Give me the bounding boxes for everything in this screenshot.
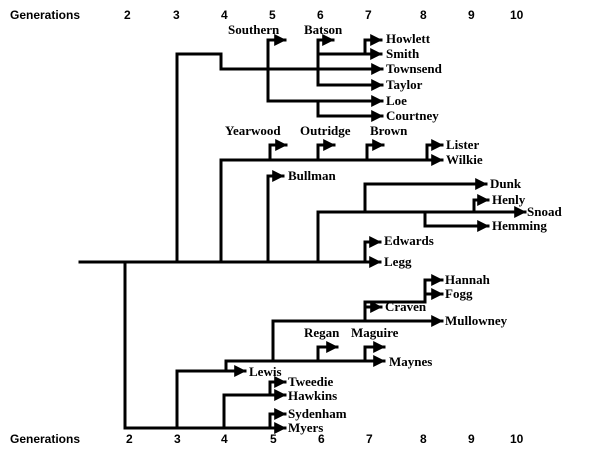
- label-taylor: Taylor: [386, 77, 423, 92]
- axis-title-top: Generations: [10, 8, 80, 22]
- tick-9-top: 9: [468, 8, 475, 22]
- axis-title-bottom: Generations: [10, 432, 80, 446]
- label-henly: Henly: [492, 192, 526, 207]
- name-labels: Southern Batson Howlett Smith Townsend T…: [225, 22, 562, 435]
- label-yearwood: Yearwood: [225, 123, 281, 138]
- tick-3-bottom: 3: [174, 432, 181, 446]
- label-hemming: Hemming: [492, 218, 547, 233]
- label-brown: Brown: [370, 123, 408, 138]
- label-batson: Batson: [304, 22, 343, 37]
- tick-6-top: 6: [317, 8, 324, 22]
- label-dunk: Dunk: [490, 176, 522, 191]
- tick-6-bottom: 6: [318, 432, 325, 446]
- label-fogg: Fogg: [445, 286, 473, 301]
- label-howlett: Howlett: [386, 31, 431, 46]
- label-wilkie: Wilkie: [446, 152, 483, 167]
- tick-4-bottom: 4: [221, 432, 228, 446]
- tree-lines: [78, 34, 527, 434]
- tick-8-top: 8: [420, 8, 427, 22]
- label-loe: Loe: [386, 93, 407, 108]
- label-courtney: Courtney: [386, 108, 439, 123]
- label-maynes: Maynes: [389, 354, 432, 369]
- label-southern: Southern: [228, 22, 280, 37]
- tick-7-bottom: 7: [366, 432, 373, 446]
- label-tweedie: Tweedie: [288, 374, 333, 389]
- label-myers: Myers: [288, 420, 323, 435]
- label-townsend: Townsend: [386, 61, 443, 76]
- tick-10-top: 10: [510, 8, 524, 22]
- tick-10-bottom: 10: [510, 432, 524, 446]
- label-mullowney: Mullowney: [445, 313, 508, 328]
- label-maguire: Maguire: [351, 325, 399, 340]
- label-lewis: Lewis: [249, 364, 282, 379]
- tick-9-bottom: 9: [468, 432, 475, 446]
- tick-2-bottom: 2: [126, 432, 133, 446]
- label-sydenham: Sydenham: [288, 406, 347, 421]
- tick-5-top: 5: [269, 8, 276, 22]
- tick-3-top: 3: [173, 8, 180, 22]
- tick-5-bottom: 5: [270, 432, 277, 446]
- label-smith: Smith: [386, 46, 420, 61]
- tick-7-top: 7: [365, 8, 372, 22]
- label-craven: Craven: [385, 299, 427, 314]
- label-hawkins: Hawkins: [288, 388, 337, 403]
- label-lister: Lister: [446, 137, 479, 152]
- generations-axis-top: Generations 2 3 4 5 6 7 8 9 10: [10, 8, 524, 22]
- label-legg: Legg: [384, 254, 412, 269]
- label-edwards: Edwards: [384, 233, 434, 248]
- label-bullman: Bullman: [288, 168, 336, 183]
- label-regan: Regan: [304, 325, 340, 340]
- tick-8-bottom: 8: [420, 432, 427, 446]
- label-snoad: Snoad: [527, 204, 562, 219]
- tick-4-top: 4: [221, 8, 228, 22]
- tick-2-top: 2: [124, 8, 131, 22]
- generations-axis-bottom: Generations 2 3 4 5 6 7 8 9 10: [10, 432, 524, 446]
- label-outridge: Outridge: [300, 123, 351, 138]
- label-hannah: Hannah: [445, 272, 491, 287]
